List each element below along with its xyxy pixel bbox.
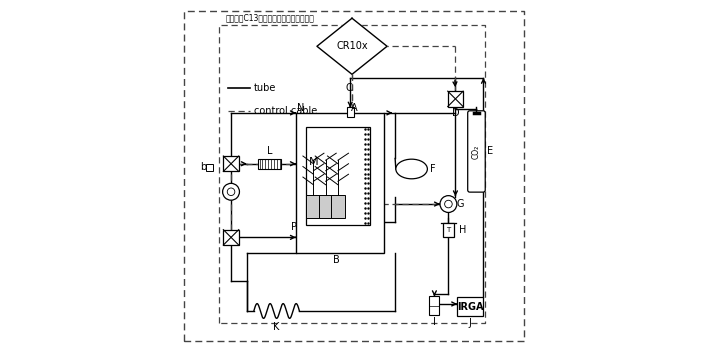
Text: H: H [459,225,466,235]
Bar [331,195,345,218]
Text: K: K [273,322,279,332]
Text: b: b [200,162,206,172]
Text: B: B [333,255,339,265]
Text: E: E [487,146,494,156]
Bar [429,296,439,315]
Bar [206,164,213,171]
Bar [306,195,320,218]
Text: N: N [298,103,305,113]
Bar [319,195,333,218]
Text: A: A [351,103,357,113]
Bar [306,127,370,225]
Bar [347,107,353,117]
Text: D: D [452,108,459,118]
Bar [448,91,463,107]
Text: control cable: control cable [254,106,317,116]
Bar [223,156,239,171]
Polygon shape [317,18,387,74]
Text: CR10x: CR10x [337,41,367,51]
Text: G: G [457,199,465,209]
Text: 河北水稼C13同位素标记秸秆哪里有卖的: 河北水稼C13同位素标记秸秆哪里有卖的 [226,13,315,22]
Text: T: T [446,227,451,233]
Text: IRGA: IRGA [457,302,484,312]
Circle shape [445,200,452,208]
Text: tube: tube [254,83,276,93]
Circle shape [222,183,239,200]
Ellipse shape [396,159,427,179]
Circle shape [440,196,457,213]
Text: I: I [433,318,436,327]
Bar [296,113,384,253]
Text: J: J [469,318,472,328]
Text: P: P [291,222,297,232]
Text: C: C [345,83,352,93]
Bar [457,297,484,316]
Text: CO₂: CO₂ [472,144,481,159]
FancyBboxPatch shape [467,111,485,192]
Text: F: F [430,164,436,174]
Text: M: M [308,157,318,167]
Bar [443,223,453,237]
Bar [223,230,239,245]
Circle shape [227,188,235,196]
Bar [258,159,281,169]
Text: L: L [267,146,272,156]
